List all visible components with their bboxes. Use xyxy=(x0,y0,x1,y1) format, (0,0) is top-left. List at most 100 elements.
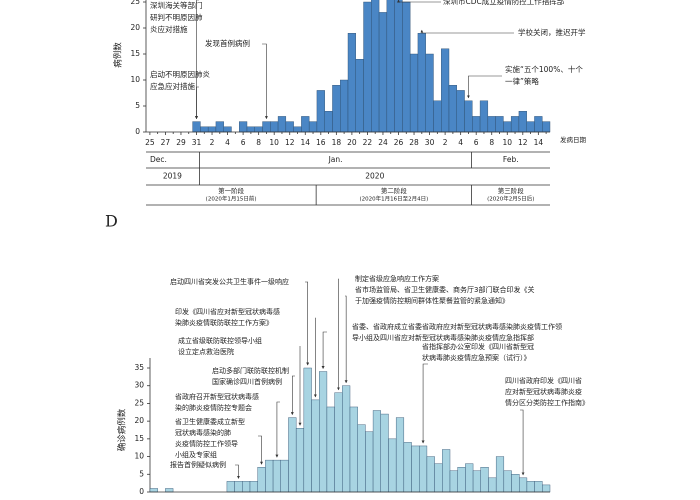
annotation-arrow xyxy=(420,29,514,34)
annotation-arrow xyxy=(344,295,348,384)
bar xyxy=(465,463,474,493)
annotation: 染的肺炎疫情防控专题会 xyxy=(175,403,252,412)
y-tick-label: 0 xyxy=(139,487,144,496)
x-tick-label: 10 xyxy=(502,138,512,147)
bar xyxy=(334,392,343,493)
bar xyxy=(200,126,209,133)
bar xyxy=(519,477,528,493)
bar xyxy=(357,424,366,493)
y-tick-label: 25 xyxy=(134,398,144,407)
bar xyxy=(448,84,457,133)
bar xyxy=(340,79,349,133)
bar xyxy=(487,116,496,133)
annotation: 冠状病毒感染的肺 xyxy=(175,428,231,437)
x-tick-label: 10 xyxy=(269,138,279,147)
annotation-arrow xyxy=(275,401,280,458)
annotation-arrow xyxy=(235,464,240,479)
phase-name: 第二阶段 xyxy=(381,186,408,195)
bar xyxy=(403,442,412,493)
month-label: Jan. xyxy=(328,155,343,164)
annotation-arrow xyxy=(195,0,199,120)
bar xyxy=(324,110,333,133)
bar xyxy=(488,477,497,493)
month-label: Dec. xyxy=(150,155,167,164)
bar xyxy=(394,0,403,133)
bar xyxy=(503,121,512,133)
y-tick-label: 25 xyxy=(130,0,140,6)
bar xyxy=(378,12,388,133)
annotation: 启动不明原因肺炎 xyxy=(150,69,210,79)
bar xyxy=(207,126,217,133)
bar xyxy=(215,121,224,133)
y-tick-label: 5 xyxy=(135,101,140,110)
annotation-arrow xyxy=(305,281,310,366)
annotation: 导小组及四川省应对新型冠状病毒感染肺炎疫情应急指挥部 xyxy=(352,333,534,342)
x-tick-label: 18 xyxy=(332,138,342,147)
x-tick-label: 2 xyxy=(210,138,215,147)
annotation-arrow xyxy=(195,86,199,120)
phase-name: 第三阶段 xyxy=(498,186,525,195)
x-tick-label: 2 xyxy=(443,138,448,147)
annotation: 省委、省政府成立省委省政府应对新型冠状病毒感染肺炎疫情工作领 xyxy=(352,322,562,331)
bar xyxy=(347,33,356,133)
bar xyxy=(265,459,274,493)
bar xyxy=(316,90,325,133)
bar xyxy=(495,456,505,493)
bar xyxy=(223,126,232,133)
x-tick-label: 12 xyxy=(285,138,295,147)
x-tick-label: 25 xyxy=(145,138,155,147)
bar xyxy=(257,467,266,493)
annotation: 国家确诊四川首例病例 xyxy=(212,377,282,386)
annotation: 研判不明原因肺 xyxy=(150,12,203,22)
bar xyxy=(303,367,312,493)
annotation: 学校关闭，推迟开学 xyxy=(518,27,586,37)
bar xyxy=(419,445,428,493)
y-axis-label: 病例数 xyxy=(113,42,124,68)
bar xyxy=(342,385,351,493)
annotation: 应对新型冠状病毒肺炎疫 xyxy=(505,387,582,396)
annotation-arrow xyxy=(258,435,264,465)
bar xyxy=(479,100,489,133)
bar xyxy=(149,488,158,493)
annotation: 深圳市CDC成立疫情防控工作指挥部 xyxy=(443,0,565,6)
y-axis-label: 确诊病例数 xyxy=(117,408,128,451)
bar xyxy=(457,467,466,493)
bar xyxy=(319,371,328,493)
bar xyxy=(434,463,443,493)
x-tick-label: 4 xyxy=(458,138,463,147)
x-tick-label: 29 xyxy=(176,138,186,147)
annotation: 小组及专家组 xyxy=(175,450,217,459)
bar xyxy=(425,53,434,133)
bar xyxy=(246,126,255,133)
x-tick-label: 24 xyxy=(378,138,388,147)
annotation-arrow xyxy=(321,331,327,370)
bar xyxy=(480,467,489,493)
bar xyxy=(293,126,302,133)
phase-range: (2020年1月15日前) xyxy=(206,195,257,203)
x-tick-label: 27 xyxy=(161,138,171,147)
bar xyxy=(326,406,335,493)
bar xyxy=(249,481,258,493)
bar xyxy=(511,474,520,493)
bar xyxy=(280,459,289,493)
x-tick-label: 28 xyxy=(409,138,419,147)
bar xyxy=(449,470,458,493)
x-tick-label: 14 xyxy=(534,138,544,147)
bar xyxy=(495,116,504,133)
bar xyxy=(464,100,473,133)
bar xyxy=(308,121,318,133)
annotation: 情分区分类防控工作指南》 xyxy=(505,398,589,407)
y-tick-label: 15 xyxy=(134,434,144,443)
y-tick-label: 20 xyxy=(134,416,144,425)
x-axis-label: 发病日期 xyxy=(560,135,587,144)
bar xyxy=(386,0,395,133)
annotation: 省指挥部办公室印发《四川省新型冠 xyxy=(422,342,534,351)
x-tick-label: 4 xyxy=(225,138,230,147)
annotation-arrow xyxy=(262,43,268,120)
bar xyxy=(372,410,381,493)
phase-range: (2020年2月5日后) xyxy=(487,195,534,203)
x-tick-label: 8 xyxy=(489,138,494,147)
annotation: 四川省政府印发《四川省 xyxy=(505,376,582,385)
x-tick-label: 6 xyxy=(241,138,246,147)
